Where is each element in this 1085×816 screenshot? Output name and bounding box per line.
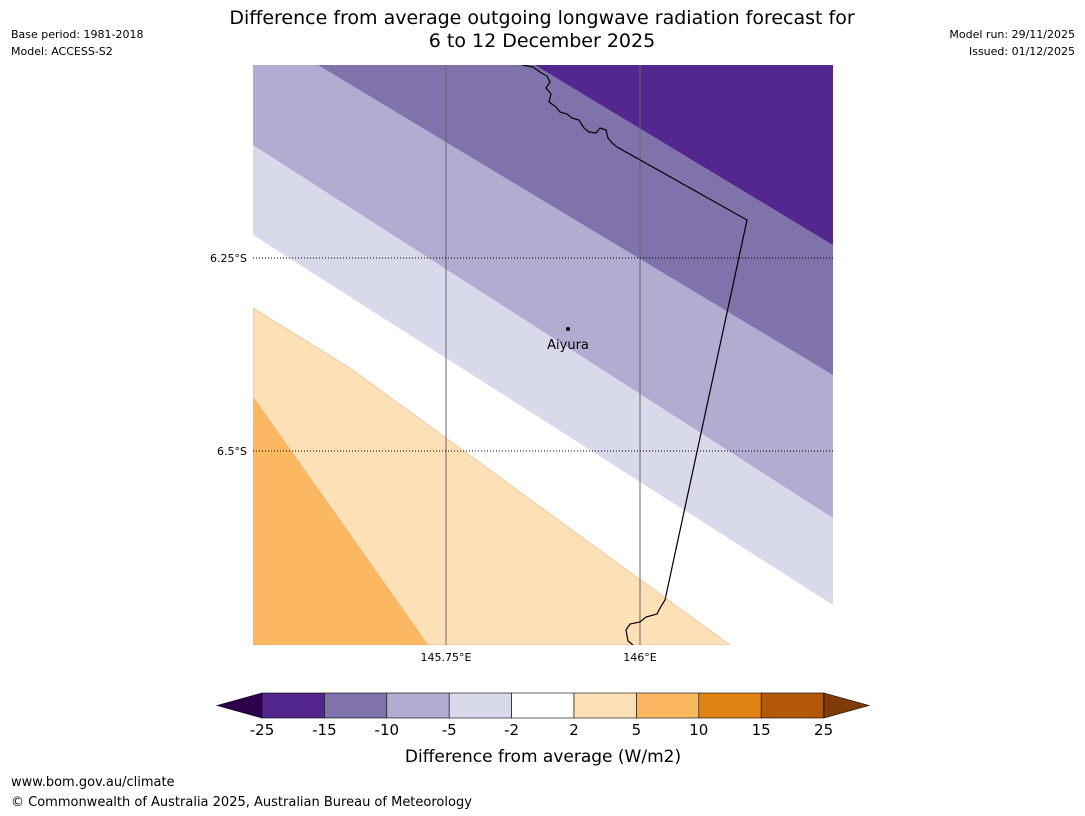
colorbar-cell: [261, 692, 325, 719]
lat-label-6-25: 6.25°S: [210, 252, 247, 265]
place-label-aiyura: Aiyura: [547, 338, 589, 353]
band-minus-15-to-minus-25: [535, 65, 833, 245]
model-run-text: Model run: 29/11/2025: [949, 28, 1075, 41]
colorbar-tick-label: 15: [752, 721, 771, 739]
town-marker-aiyura: [566, 327, 570, 331]
colorbar-cell: [448, 692, 512, 719]
colorbar-cell: [698, 692, 762, 719]
colorbar-tick-label: 2: [569, 721, 579, 739]
colorbar-cell: [511, 692, 575, 719]
colorbar-tick-labels: -25 -15 -10 -5 -2 2 5 10 15 25: [250, 721, 833, 739]
lon-label-146: 146°E: [623, 651, 656, 664]
colorbar-tick-label: -15: [312, 721, 337, 739]
colorbar-cell: [636, 692, 700, 719]
meta-right: Model run: 29/11/2025 Issued: 01/12/2025: [949, 26, 1075, 60]
colorbar: -25 -15 -10 -5 -2 2 5 10 15 25 Difference from av…: [215, 692, 871, 767]
chart-title: Difference from average outgoing longwav…: [142, 7, 942, 53]
meta-left: Base period: 1981-2018 Model: ACCESS-S2: [11, 26, 143, 60]
lat-label-6-5: 6.5°S: [217, 445, 247, 458]
colorbar-tick-label: 5: [632, 721, 642, 739]
footer-url: www.bom.gov.au/climate: [11, 775, 175, 790]
colorbar-cells: [261, 692, 824, 719]
map-area: [253, 65, 833, 645]
band-5-to-10: [253, 396, 429, 645]
colorbar-tick-label: 25: [814, 721, 833, 739]
province-border: [521, 65, 748, 645]
colorbar-cell: [386, 692, 450, 719]
band-2-to-5: [253, 307, 731, 645]
model-text: Model: ACCESS-S2: [11, 45, 113, 58]
colorbar-under-arrow: [215, 692, 263, 719]
colorbar-label: Difference from average (W/m2): [405, 747, 681, 767]
issued-text: Issued: 01/12/2025: [968, 45, 1075, 58]
colorbar-cell: [760, 692, 824, 719]
footer-copyright: © Commonwealth of Australia 2025, Austra…: [11, 795, 472, 810]
title-line-2: 6 to 12 December 2025: [428, 30, 656, 52]
title-line-1: Difference from average outgoing longwav…: [229, 7, 855, 29]
colorbar-cell: [324, 692, 388, 719]
base-period-text: Base period: 1981-2018: [11, 28, 144, 41]
colorbar-tick-label: -10: [375, 721, 400, 739]
colorbar-tick-label: -2: [504, 721, 519, 739]
colorbar-cell: [573, 692, 637, 719]
colorbar-tick-label: -25: [250, 721, 275, 739]
colorbar-over-arrow: [823, 692, 871, 719]
colorbar-tick-label: 10: [689, 721, 708, 739]
colorbar-tick-label: -5: [442, 721, 457, 739]
lon-label-145-75: 145.75°E: [421, 651, 472, 664]
